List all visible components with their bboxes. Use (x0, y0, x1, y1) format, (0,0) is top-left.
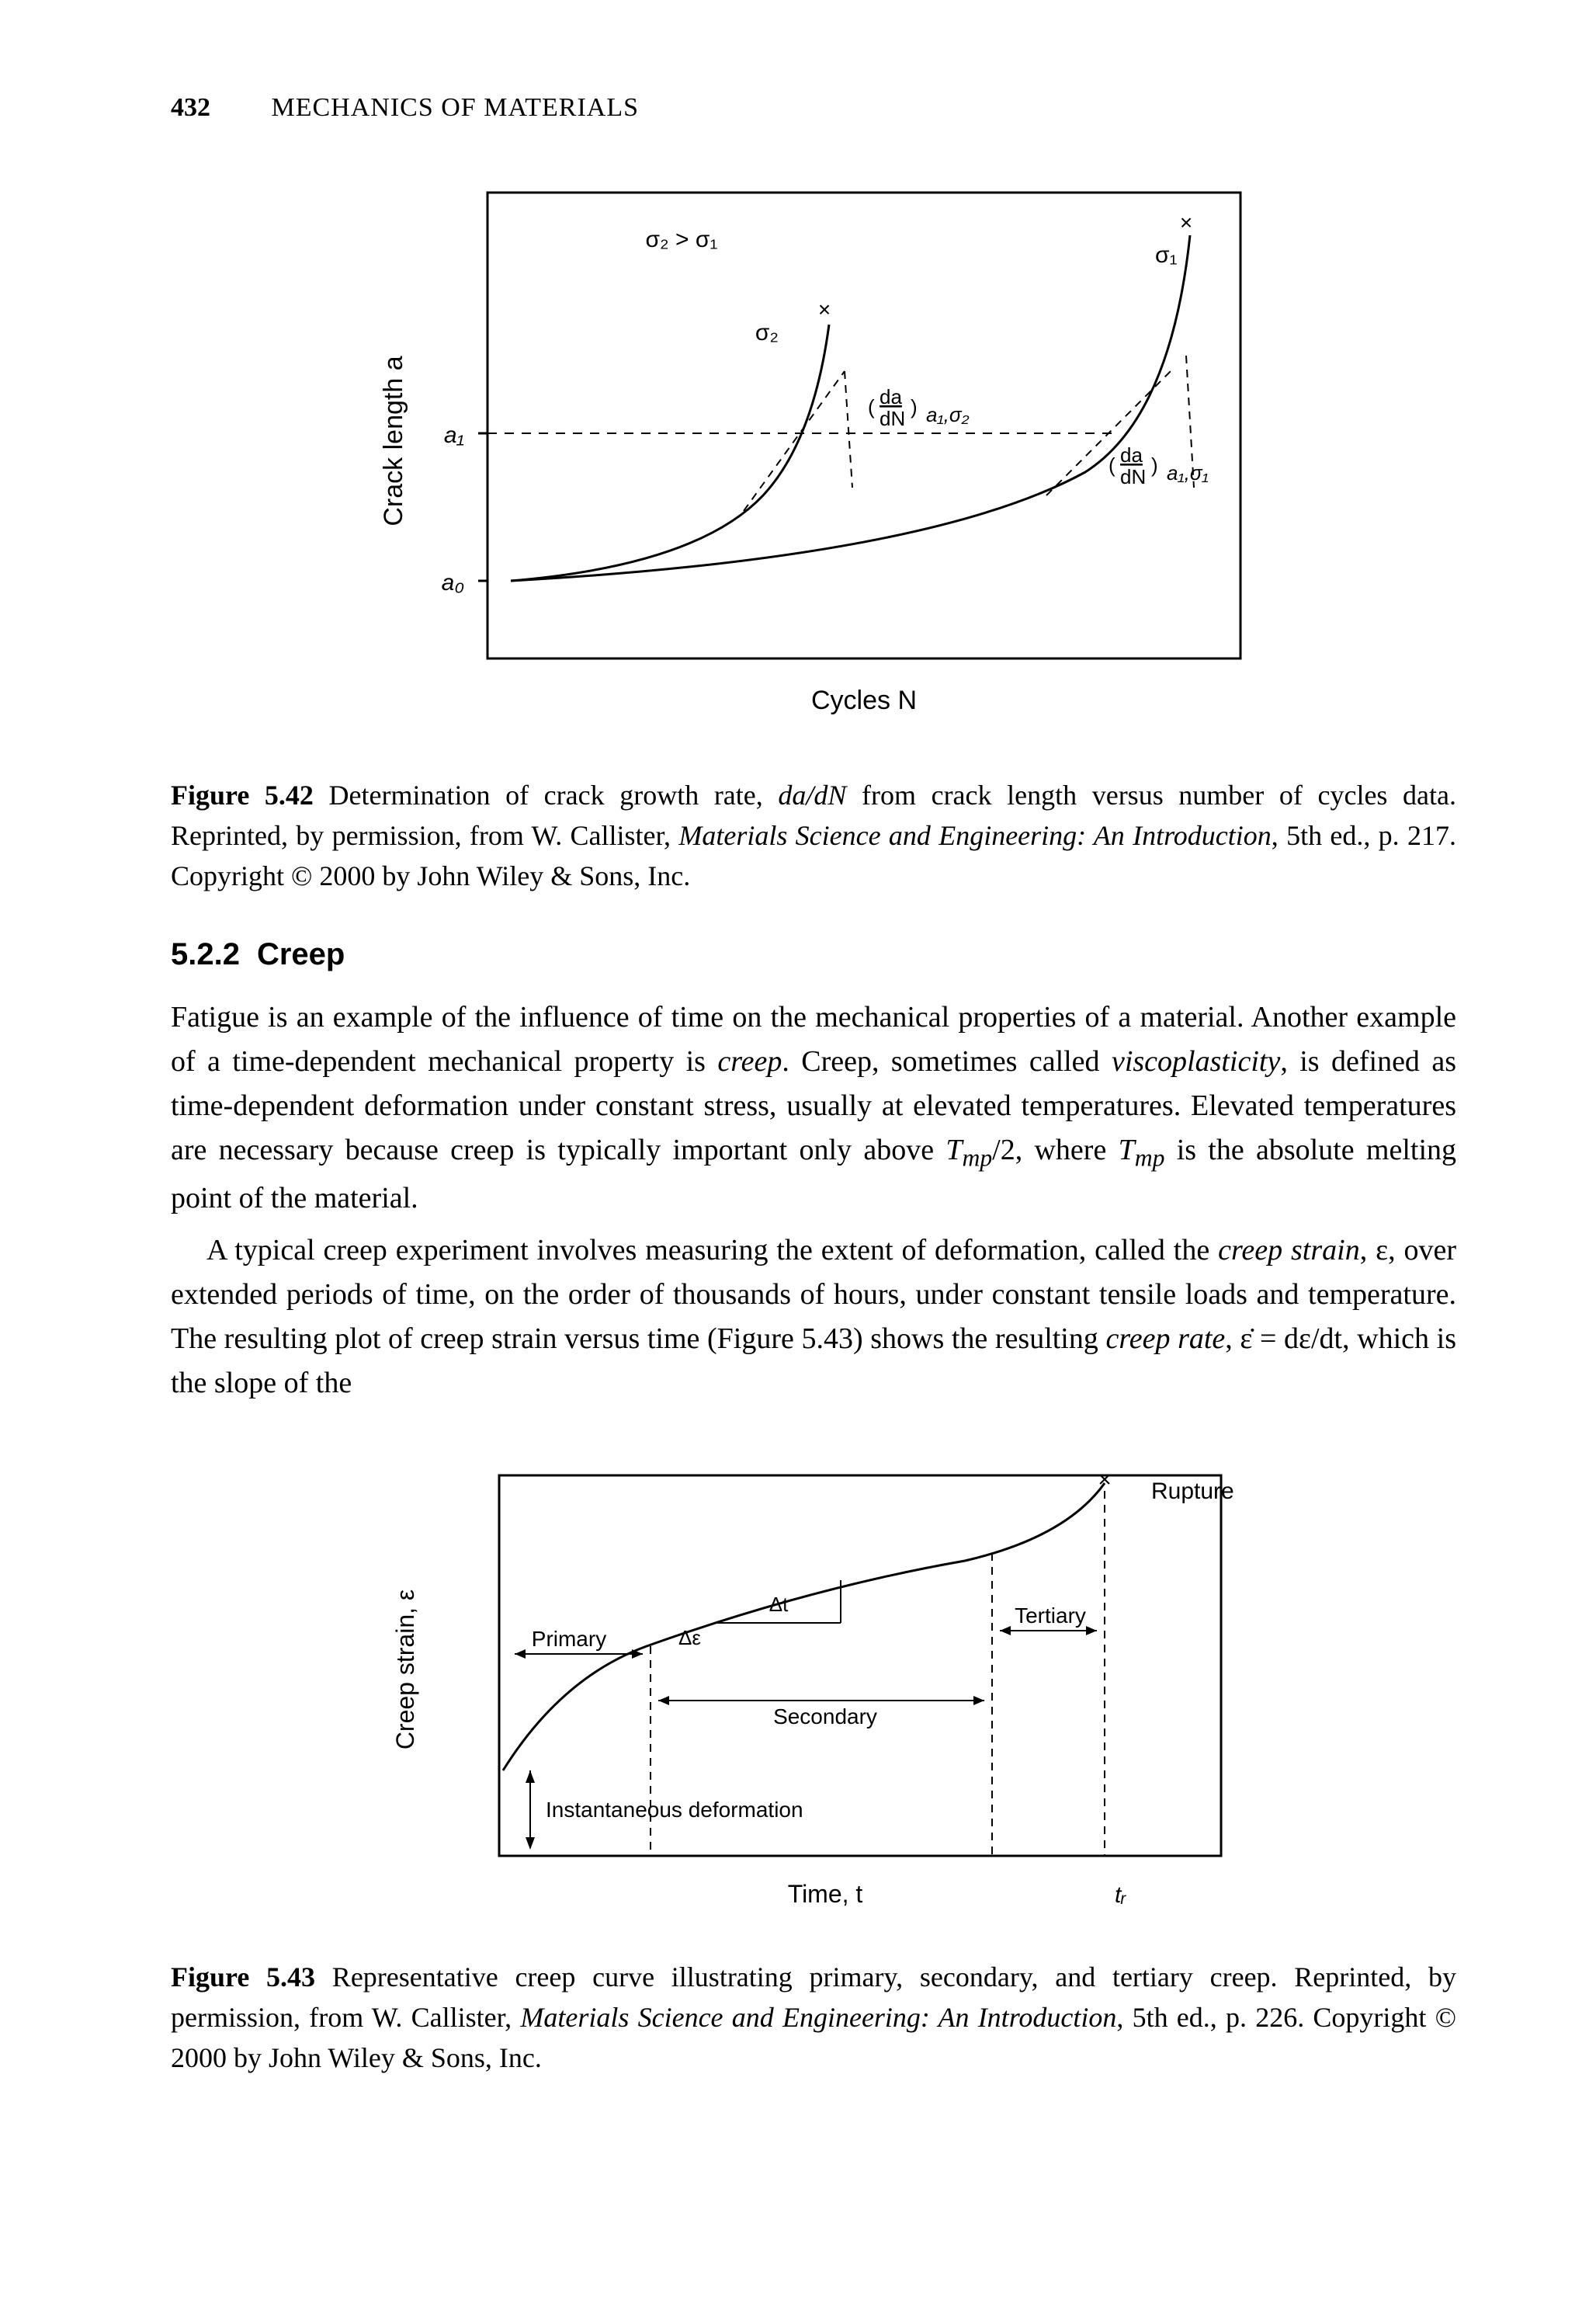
svg-text:a₁: a₁ (444, 422, 464, 448)
page-number: 432 (171, 93, 210, 122)
svg-text:a₀: a₀ (442, 570, 464, 596)
paragraph-1: Fatigue is an example of the influence o… (171, 995, 1456, 1221)
svg-text:): ) (911, 395, 918, 419)
caption-label: Figure 5.43 (171, 1961, 315, 1993)
section-heading: 5.2.2 Creep (171, 936, 1456, 972)
svg-text:σ₂ > σ₁: σ₂ > σ₁ (646, 227, 718, 252)
svg-text:da: da (1120, 443, 1143, 467)
svg-text:Δε: Δε (678, 1626, 701, 1649)
paragraph-2: A typical creep experiment involves meas… (171, 1228, 1456, 1405)
section-title: Creep (257, 937, 345, 971)
caption-label: Figure 5.42 (171, 780, 314, 811)
svg-text:×: × (818, 297, 831, 321)
svg-text:Crack length a: Crack length a (379, 356, 408, 526)
svg-text:Secondary: Secondary (773, 1704, 877, 1728)
svg-text:tᵣ: tᵣ (1115, 1882, 1126, 1908)
svg-text:(: ( (1109, 453, 1115, 477)
svg-text:Instantaneous deformation: Instantaneous deformation (546, 1798, 803, 1822)
svg-text:Time, t: Time, t (788, 1880, 863, 1908)
figure-5-42-caption: Figure 5.42 Determination of crack growt… (171, 775, 1456, 897)
figure-5-42: Crack length a Cycles N a₀ a₁ σ₂ > σ₁ × … (171, 146, 1456, 752)
crack-growth-chart: Crack length a Cycles N a₀ a₁ σ₂ > σ₁ × … (309, 146, 1318, 752)
figure-5-43-caption: Figure 5.43 Representative creep curve i… (171, 1957, 1456, 2079)
svg-text:Tertiary: Tertiary (1015, 1603, 1086, 1628)
running-header: 432 MECHANICS OF MATERIALS (171, 93, 1456, 123)
svg-text:Creep strain, ε: Creep strain, ε (391, 1589, 419, 1749)
svg-text:a₁,σ₂: a₁,σ₂ (926, 403, 970, 426)
svg-text:(: ( (868, 395, 875, 419)
figure-5-43: Creep strain, ε Time, t tᵣ × Rupture Pri… (171, 1437, 1456, 1933)
svg-text:dN: dN (1120, 465, 1146, 488)
page: 432 MECHANICS OF MATERIALS Crack length … (0, 0, 1596, 2300)
svg-text:a₁,σ₁: a₁,σ₁ (1167, 461, 1209, 485)
svg-text:Cycles N: Cycles N (811, 686, 917, 715)
svg-text:dN: dN (880, 407, 905, 430)
book-title: MECHANICS OF MATERIALS (272, 93, 640, 122)
svg-text:da: da (880, 385, 902, 408)
svg-text:Δt: Δt (769, 1593, 789, 1616)
svg-text:Primary: Primary (532, 1627, 606, 1651)
svg-text:σ₂: σ₂ (755, 320, 779, 346)
svg-text:σ₁: σ₁ (1155, 242, 1178, 268)
svg-text:Rupture: Rupture (1151, 1478, 1234, 1504)
svg-text:): ) (1151, 453, 1158, 477)
creep-curve-chart: Creep strain, ε Time, t tᵣ × Rupture Pri… (328, 1437, 1299, 1933)
svg-text:×: × (1098, 1467, 1112, 1492)
svg-text:×: × (1180, 210, 1192, 235)
section-number: 5.2.2 (171, 937, 240, 971)
